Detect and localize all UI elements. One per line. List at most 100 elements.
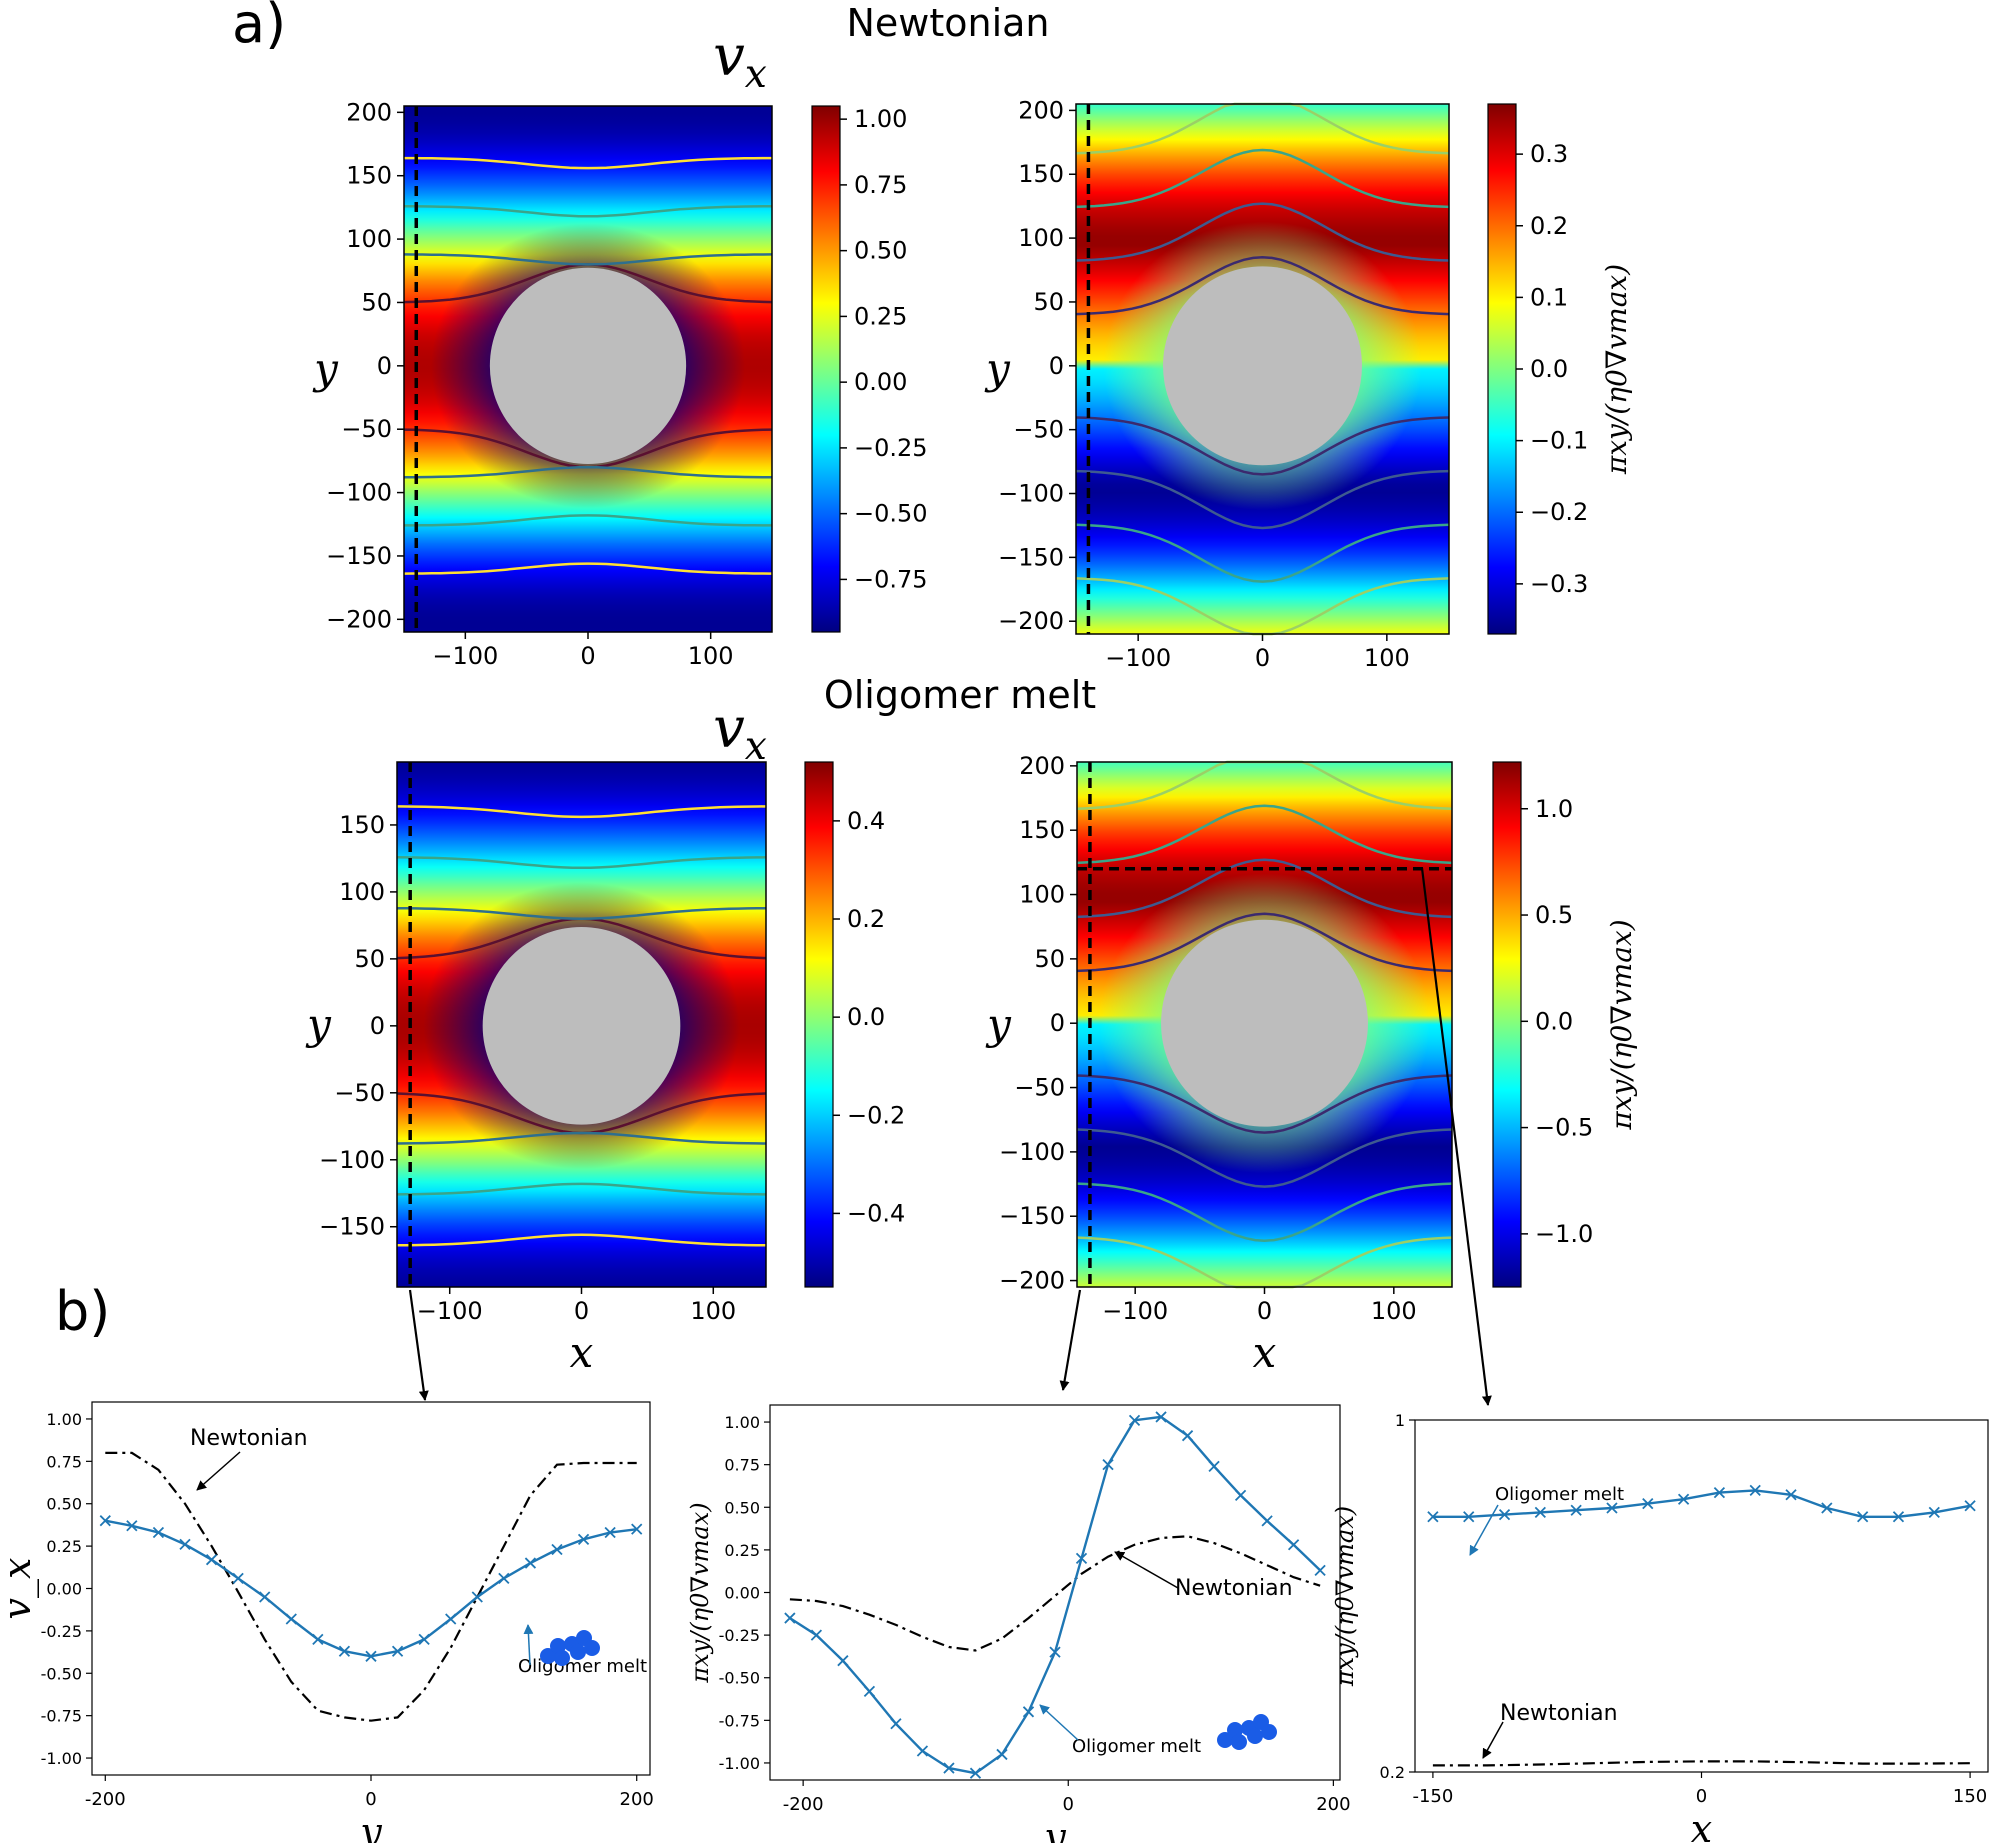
y-axis-label: y [312, 344, 339, 393]
series-marker [1287, 1539, 1300, 1551]
y-tick-label: 0 [370, 1012, 385, 1040]
colorbar-tick-label: −0.5 [1535, 1114, 1593, 1142]
colorbar-tick-label: 0.4 [847, 807, 885, 835]
series-marker [890, 1718, 902, 1730]
colorbar-tick-label: 1.0 [1535, 795, 1573, 823]
colorbar [804, 761, 834, 1288]
series-marker [1102, 1459, 1114, 1471]
y-tick-label: 200 [346, 98, 392, 126]
series-marker [810, 1629, 823, 1641]
series-marker [916, 1745, 929, 1757]
y-axis-label: y [984, 344, 1011, 393]
colorbar-tick-label: −0.4 [847, 1199, 905, 1227]
title-main: v [713, 24, 745, 89]
x-tick-label: 0 [365, 1789, 376, 1810]
annotation-label: Newtonian [190, 1426, 308, 1451]
colorbar-tick-label: −1.0 [1535, 1220, 1593, 1248]
y-tick-label: −200 [999, 1267, 1065, 1295]
contour-line [1076, 1182, 1453, 1242]
contour-line [396, 1182, 767, 1196]
y-tick-label: 1 [1395, 1411, 1405, 1430]
colorbar-tick-label: 0.2 [847, 905, 885, 933]
y-tick-label: 200 [1019, 752, 1065, 780]
y-tick-label: 50 [1033, 288, 1064, 316]
colorbar [1492, 761, 1522, 1288]
series-marker [1534, 1506, 1546, 1519]
series-marker [1261, 1515, 1273, 1527]
series-marker [996, 1748, 1008, 1761]
molecule-bead [554, 1650, 570, 1666]
x-tick-label: 0 [580, 642, 595, 670]
contour-line [396, 1131, 767, 1145]
colorbar-tick-label: 1.00 [854, 105, 907, 133]
series-marker [205, 1554, 218, 1566]
y-tick-label: −150 [319, 1213, 385, 1241]
x-axis-label: x [1691, 1807, 1712, 1843]
y-tick-label: 50 [361, 288, 392, 316]
x-tick-label: 150 [1953, 1786, 1987, 1807]
y-tick-label: −50 [341, 415, 392, 443]
contour-line [1076, 1128, 1453, 1188]
y-tick-label: 100 [339, 878, 385, 906]
y-tick-label: −100 [998, 480, 1064, 508]
molecule-bead [570, 1644, 586, 1660]
y-axis-label: v_x [0, 1558, 40, 1620]
series-oligomer [1432, 1489, 1971, 1518]
y-tick-label: 0 [1049, 352, 1064, 380]
arrow-to-vx-profile [408, 1289, 429, 1401]
series-marker [1498, 1508, 1511, 1521]
series-marker [1075, 1552, 1088, 1565]
colorbar [1487, 103, 1517, 635]
colorbar-tick-label: 0.0 [1535, 1007, 1573, 1035]
y-tick-label: 0.00 [46, 1580, 82, 1599]
heatmap-newtonian-pixy: −100 0 100 −200 −150 −100 −50 0 50 100 150 200 y −0.3… [984, 96, 1633, 672]
y-tick-label: 100 [1018, 224, 1064, 252]
series-marker [471, 1591, 483, 1603]
y-tick-label: -1.00 [41, 1749, 82, 1768]
series-marker [1785, 1489, 1797, 1501]
colorbar-label: πxy/(η0∇vmax) [1605, 919, 1638, 1130]
contour-line [403, 253, 773, 266]
series-marker [418, 1633, 430, 1645]
colorbar-tick-label: 0.3 [1530, 140, 1568, 168]
series-marker [285, 1613, 297, 1625]
y-tick-label: 150 [1018, 160, 1064, 188]
series-marker [445, 1613, 457, 1625]
x-tick-label: -200 [85, 1789, 126, 1810]
title-main: v [713, 696, 745, 761]
pointer-newtonian-1 [196, 1451, 241, 1491]
y-tick-label: −200 [326, 605, 392, 633]
series-newtonian [105, 1451, 637, 1722]
x-tick-label: 0 [1255, 644, 1270, 672]
heatmap-oligomer-vx: −100 0 100−150−100−50050100150yxvx−0.4−0.2… [305, 696, 905, 1377]
x-axis-label: x [1253, 1328, 1277, 1377]
colorbar-tick-label: 0.0 [1530, 355, 1568, 383]
oligomer-molecule-icon [540, 1630, 600, 1666]
x-tick-label: -200 [783, 1794, 824, 1815]
x-tick-label: 100 [690, 1297, 736, 1325]
y-tick-label: −50 [334, 1079, 385, 1107]
colorbar-tick-label: 0.2 [1530, 212, 1568, 240]
x-tick-label: -150 [1412, 1786, 1453, 1807]
heatmap-newtonian-vx: −100 0 100 −200 −150 −100 −50 0 50 100 150 200 y vx −0… [312, 24, 927, 670]
x-tick-label: −100 [417, 1297, 483, 1325]
x-tick-label: −100 [432, 642, 498, 670]
y-tick-label: −100 [326, 479, 392, 507]
series-marker [1749, 1484, 1761, 1497]
series-newtonian [1432, 1760, 1971, 1767]
series-marker [1181, 1430, 1194, 1442]
series-marker [1234, 1489, 1247, 1501]
y-tick-label: -1.00 [719, 1754, 760, 1773]
y-tick-label: 0.75 [724, 1456, 760, 1475]
contour-line [1075, 523, 1450, 583]
series-marker [969, 1767, 982, 1779]
series-marker [365, 1650, 377, 1662]
lineplot-pixy-vertical-profile: -200 0 200 -1.00 -0.75 -0.50 -0.25 0.00 0.25 0.50… [686, 1404, 1351, 1843]
obstacle-circle [489, 267, 687, 464]
series-marker [943, 1762, 955, 1774]
contour-line [403, 204, 773, 218]
colorbar-tick-label: 0.00 [854, 368, 907, 396]
y-tick-label: 1.00 [46, 1410, 82, 1429]
pointer-oligomer-2 [1039, 1704, 1079, 1741]
series-marker [1208, 1460, 1220, 1472]
